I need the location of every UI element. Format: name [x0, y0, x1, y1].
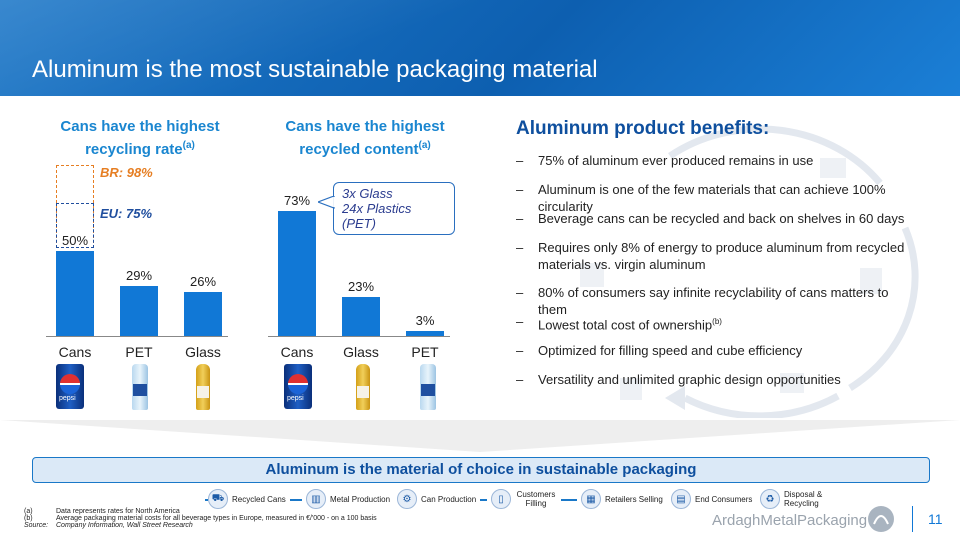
process-step-metal-production: ▥ Metal Production [302, 489, 395, 509]
chart1-category-label: PET [125, 344, 153, 360]
page-title: Aluminum is the most sustainable packagi… [32, 56, 598, 83]
chart1-category-label: Cans [58, 344, 92, 360]
process-step-recycled-cans: ⛟ Recycled Cans [208, 489, 290, 509]
benefit-item: – Optimized for filling speed and cube ef… [516, 343, 803, 358]
eu-rate-label: EU: 75% [100, 206, 153, 221]
benefit-item: –75% of aluminum ever produced remains i… [516, 153, 814, 168]
chevron-down-shape [0, 420, 960, 452]
glass-bottle-image-2 [356, 364, 370, 410]
chart2-category-label: Cans [280, 344, 314, 360]
header-band [0, 0, 960, 96]
recycle-icon: ♻ [760, 489, 780, 509]
benefit-item: –80% of consumers say infinite recyclabi… [516, 285, 889, 317]
chart2-category-label: Glass [343, 344, 379, 360]
footnote-source: Source: Company Information, Wall Street … [24, 522, 193, 529]
benefit-item: – Lowest total cost of ownership(b) [516, 314, 722, 333]
chart1-value-label: 29% [125, 268, 153, 284]
factory-icon: ▥ [306, 489, 326, 509]
chart2-value-label: 73% [283, 193, 311, 209]
chart1-x-axis [46, 336, 228, 337]
chart2-bar-glass [342, 296, 380, 336]
callout-pointer [318, 196, 336, 209]
lifecycle-background-graphic [580, 125, 919, 418]
recycled-content-callout: 3x Glass 24x Plastics (PET) [333, 182, 455, 235]
pet-bottle-image-2 [420, 364, 436, 410]
machine-icon: ⚙ [397, 489, 417, 509]
footnote: (b) Average packaging material costs for … [24, 515, 377, 522]
chart1-plot: 50% Cans 29% PET 26% Glass [46, 160, 246, 360]
process-step-end-consumers: ▤ End Consumers [667, 489, 757, 509]
chart1-value-label: 26% [189, 273, 217, 289]
benefits-title: Aluminum product benefits: [516, 118, 770, 139]
br-rate-label: BR: 98% [100, 165, 153, 180]
eu-outline [56, 203, 94, 248]
chart2-value-label: 23% [347, 278, 375, 294]
chart1-bar-pet [120, 286, 158, 336]
bottle-icon: ▯ [491, 489, 511, 509]
chart1-bar-glass [184, 291, 222, 336]
pet-bottle-image [132, 364, 148, 410]
chart2-bar-pet [406, 330, 444, 336]
process-step-customers-filling: ▯ Customers Filling [487, 489, 561, 509]
chart2-category-label: PET [411, 344, 439, 360]
chart1-title: Cans have the highest recycling rate(a) [60, 118, 220, 158]
glass-bottle-image [196, 364, 210, 410]
process-step-retailers-selling: ▦ Retailers Selling [577, 489, 667, 509]
store-icon: ▦ [581, 489, 601, 509]
brand-monogram-icon [868, 506, 894, 532]
benefit-item: – Versatility and unlimited graphic desig… [516, 372, 841, 387]
pepsi-can-image: pepsi [56, 364, 84, 409]
benefit-item: – Beverage cans can be recycled and back … [516, 211, 905, 226]
chart1-bar-cans [56, 250, 94, 336]
product-images: pepsi pepsi [56, 364, 486, 410]
brand-logo-text: ArdaghMetalPackaging [712, 512, 868, 529]
pepsi-can-image-2: pepsi [284, 364, 312, 409]
conclusion-banner: Aluminum is the material of choice in su… [32, 457, 930, 483]
chart1-value-label: 50% [61, 232, 89, 248]
truck-icon: ⛟ [208, 489, 228, 509]
chart2-value-label: 3% [415, 312, 435, 328]
chart2-title: Cans have the highest recycled content(a… [285, 118, 445, 158]
chart2-plot: 73% Cans 23% Glass 3% PET [268, 160, 468, 360]
chart2-bar-cans [278, 211, 316, 336]
page-number: 11 [928, 511, 943, 527]
chart1-category-label: Glass [185, 344, 221, 360]
chart2-x-axis [268, 336, 450, 337]
benefit-item: – Requires only 8% of energy to produce a… [516, 240, 905, 272]
shelf-icon: ▤ [671, 489, 691, 509]
process-step-can-production: ⚙ Can Production [393, 489, 481, 509]
process-step-disposal-recycling: ♻ Disposal & Recycling [756, 489, 840, 509]
benefit-item: – Aluminum is one of the few materials th… [516, 182, 886, 214]
page-divider [912, 506, 913, 532]
footnote: (a) Data represents rates for North Ameri… [24, 508, 180, 515]
footnotes: (a) Data represents rates for North Ameri… [24, 508, 504, 529]
